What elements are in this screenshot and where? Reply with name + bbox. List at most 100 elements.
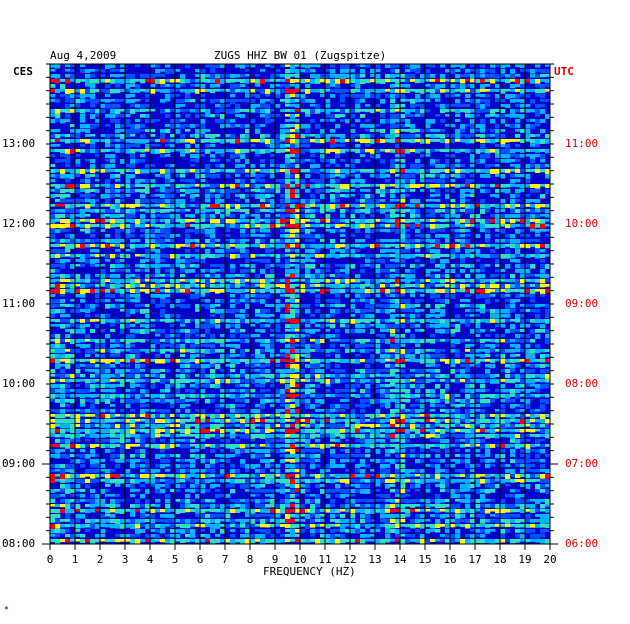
heatmap-cell [400, 164, 406, 168]
heatmap-cell [480, 154, 486, 159]
heatmap-cell [130, 274, 136, 278]
heatmap-cell [320, 254, 326, 258]
heatmap-cell [180, 169, 186, 174]
heatmap-cell [520, 284, 526, 288]
heatmap-cell [50, 164, 56, 168]
heatmap-cell [345, 379, 351, 383]
heatmap-cell [170, 189, 176, 192]
heatmap-cell [480, 389, 486, 393]
heatmap-cell [490, 134, 496, 137]
heatmap-cell [70, 389, 76, 392]
heatmap-cell [50, 109, 56, 114]
heatmap-cell [105, 94, 111, 97]
heatmap-cell [425, 134, 431, 138]
heatmap-cell [435, 384, 441, 389]
heatmap-cell [75, 184, 81, 188]
heatmap-cell [265, 94, 271, 97]
heatmap-cell [520, 324, 526, 328]
heatmap-cell [175, 129, 181, 134]
heatmap-cell [385, 179, 391, 183]
heatmap-cell [385, 379, 391, 382]
heatmap-cell [185, 389, 191, 392]
heatmap-cell [485, 309, 491, 312]
heatmap-cell [70, 304, 76, 308]
heatmap-cell [360, 199, 366, 203]
heatmap-cell [495, 164, 501, 167]
heatmap-cell [305, 99, 311, 103]
heatmap-cell [280, 164, 286, 168]
heatmap-cell [480, 304, 486, 309]
heatmap-cell [115, 239, 121, 244]
heatmap-cell [475, 244, 481, 247]
heatmap-cell [275, 309, 281, 313]
heatmap-cell [330, 109, 336, 112]
heatmap-cell [295, 234, 301, 238]
heatmap-cell [445, 389, 451, 392]
heatmap-cell [170, 304, 176, 309]
heatmap-cell [365, 134, 371, 139]
heatmap-cell [245, 274, 251, 278]
heatmap-cell [195, 104, 201, 108]
heatmap-cell [115, 384, 121, 387]
heatmap-cell [245, 349, 251, 352]
heatmap-cell [110, 329, 116, 332]
heatmap-cell [425, 314, 431, 318]
heatmap-cell [320, 159, 326, 163]
heatmap-cell [450, 379, 456, 383]
heatmap-cell [440, 129, 446, 133]
heatmap-cell [180, 274, 186, 278]
heatmap-cell [110, 269, 116, 273]
heatmap-cell [290, 299, 296, 303]
heatmap-cell [85, 74, 91, 79]
heatmap-cell [275, 84, 281, 87]
heatmap-cell [130, 324, 136, 327]
heatmap-cell [340, 64, 346, 69]
heatmap-cell [315, 329, 321, 332]
heatmap-cell [230, 184, 236, 189]
heatmap-cell [335, 199, 341, 203]
heatmap-cell [150, 249, 156, 252]
heatmap-cell [75, 359, 81, 362]
heatmap-cell [380, 89, 386, 93]
heatmap-cell [360, 169, 366, 173]
heatmap-cell [250, 294, 256, 298]
heatmap-cell [530, 309, 536, 313]
heatmap-cell [445, 204, 451, 208]
heatmap-cell [195, 249, 201, 253]
heatmap-cell [115, 79, 121, 84]
heatmap-cell [345, 349, 351, 353]
heatmap-cell [380, 284, 386, 288]
heatmap-cell [415, 149, 421, 154]
heatmap-cell [285, 274, 291, 277]
heatmap-cell [100, 274, 106, 279]
heatmap-cell [60, 154, 66, 158]
heatmap-cell [155, 174, 161, 177]
heatmap-cell [50, 239, 56, 242]
heatmap-cell [435, 314, 441, 319]
heatmap-cell [110, 189, 116, 193]
heatmap-cell [75, 304, 81, 309]
heatmap-cell [495, 159, 501, 163]
heatmap-cell [50, 324, 56, 327]
heatmap-cell [300, 234, 306, 238]
heatmap-cell [95, 239, 101, 242]
heatmap-cell [390, 164, 396, 169]
heatmap-cell [480, 374, 486, 378]
heatmap-cell [485, 89, 491, 92]
heatmap-cell [380, 99, 386, 104]
heatmap-cell [425, 354, 431, 359]
heatmap-cell [80, 79, 86, 82]
heatmap-cell [460, 289, 466, 293]
heatmap-cell [145, 109, 151, 112]
heatmap-cell [355, 329, 361, 334]
heatmap-cell [440, 329, 446, 334]
heatmap-cell [465, 99, 471, 102]
heatmap-cell [155, 89, 161, 92]
heatmap-cell [355, 324, 361, 329]
heatmap-cell [265, 219, 271, 224]
heatmap-cell [505, 169, 511, 174]
heatmap-cell [275, 379, 281, 382]
heatmap-cell [520, 224, 526, 228]
heatmap-cell [415, 379, 421, 384]
heatmap-cell [105, 104, 111, 109]
